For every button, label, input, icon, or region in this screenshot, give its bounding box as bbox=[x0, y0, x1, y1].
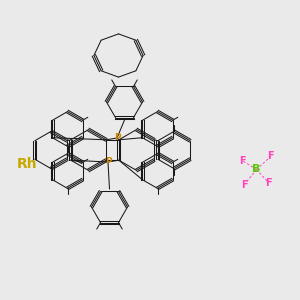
Text: Rh: Rh bbox=[16, 157, 37, 170]
Text: F: F bbox=[265, 178, 272, 188]
Text: P: P bbox=[114, 134, 120, 142]
Text: F: F bbox=[241, 179, 248, 190]
Text: F: F bbox=[239, 155, 245, 166]
Text: P: P bbox=[105, 158, 111, 166]
Text: B: B bbox=[252, 164, 261, 175]
Text: F: F bbox=[268, 151, 274, 161]
